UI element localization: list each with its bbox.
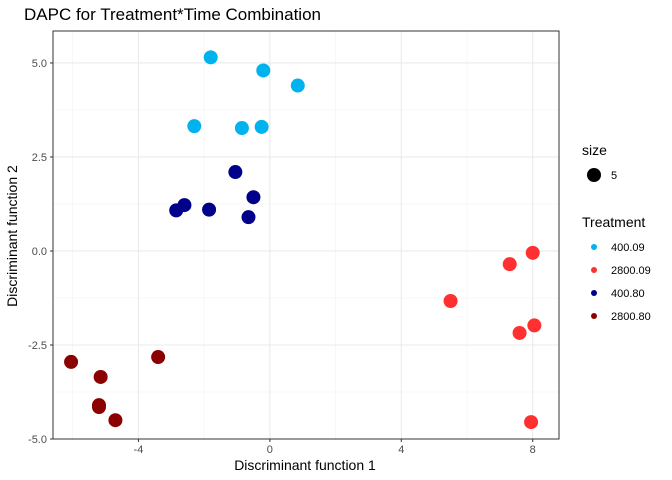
legend-label: 400.09 <box>611 242 645 254</box>
chart-title: DAPC for Treatment*Time Combination <box>24 5 321 24</box>
legend-key <box>591 313 597 319</box>
legend-key <box>591 244 597 250</box>
data-point <box>92 400 106 415</box>
plot-panel <box>52 30 560 440</box>
legend-label: 2800.09 <box>611 265 651 277</box>
data-point <box>151 350 166 365</box>
legend-label: 2800.80 <box>611 311 651 323</box>
legend: size 5 Treatment 400.09 2800.09 400.80 2800… <box>582 142 651 323</box>
data-point <box>241 210 256 225</box>
data-point <box>234 121 249 136</box>
x-tick-label: 0 <box>267 444 273 456</box>
legend-label: 400.80 <box>611 288 645 300</box>
legend-key <box>591 267 597 273</box>
y-tick-label: 2.5 <box>32 152 47 164</box>
data-point <box>512 325 527 340</box>
y-tick-label: 0.0 <box>32 246 47 258</box>
y-tick-label: -5.0 <box>28 434 47 446</box>
data-point <box>502 257 517 272</box>
data-point <box>524 415 539 430</box>
data-point <box>202 202 217 217</box>
y-axis: -5.0 -2.5 0.0 2.5 5.0 <box>28 58 53 446</box>
legend-key <box>591 290 597 296</box>
y-axis-title: Discriminant function 2 <box>4 165 20 307</box>
data-point <box>290 78 305 93</box>
data-point <box>228 165 243 180</box>
data-point <box>443 293 458 308</box>
data-point <box>254 119 269 134</box>
x-tick-label: 8 <box>530 444 536 456</box>
panel-border <box>52 30 560 440</box>
x-axis-title: Discriminant function 1 <box>234 457 376 473</box>
data-point <box>256 63 271 78</box>
data-point <box>169 203 184 218</box>
panel-background <box>53 31 559 439</box>
x-tick-label: -4 <box>134 444 144 456</box>
size-legend-title: size <box>582 142 607 158</box>
data-point <box>525 245 540 260</box>
y-tick-label: -2.5 <box>28 340 47 352</box>
color-legend-items: 400.09 2800.09 400.80 2800.80 <box>591 242 651 323</box>
data-point <box>64 354 79 369</box>
data-point <box>187 119 202 134</box>
size-legend-label: 5 <box>611 170 617 182</box>
data-point <box>527 318 542 333</box>
data-point <box>246 190 261 205</box>
size-legend-key <box>587 168 601 182</box>
data-point <box>203 50 218 65</box>
color-legend-title: Treatment <box>582 214 645 230</box>
data-point <box>93 369 108 384</box>
x-axis: -4 0 4 8 <box>134 439 536 456</box>
x-tick-label: 4 <box>398 444 404 456</box>
data-point <box>108 413 123 428</box>
y-tick-label: 5.0 <box>32 58 47 70</box>
